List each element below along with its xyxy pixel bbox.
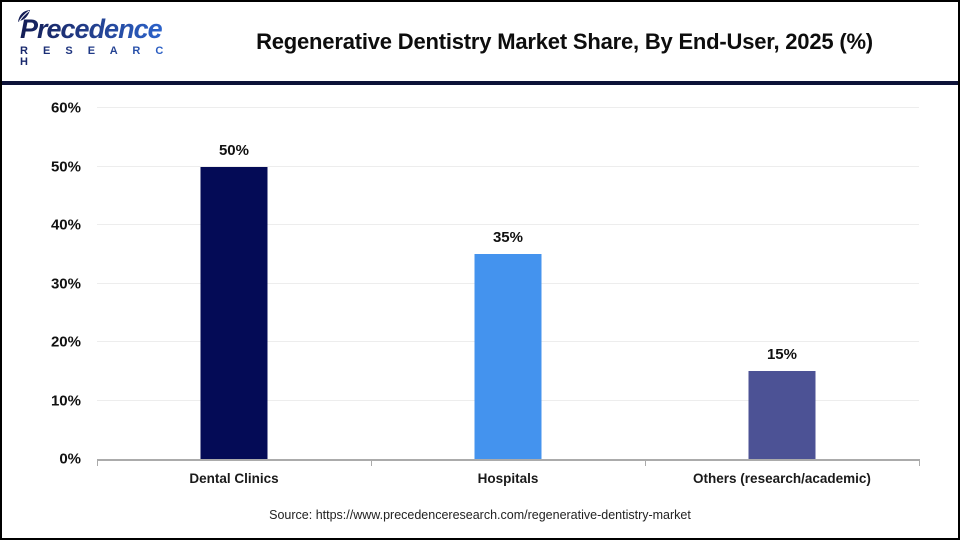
x-axis-tick (919, 459, 920, 466)
x-axis-tick (97, 459, 98, 466)
bar-2 (474, 254, 542, 459)
bar-value-label-2: 35% (492, 229, 523, 247)
x-axis-tick (644, 459, 646, 466)
bar-chart-plot-area: 0% 10% 20% 30% 40% 50% 60% 50% Dental Clinics 35%… (51, 100, 920, 487)
header: Precedence R E S E A R C H Regenerative … (2, 2, 958, 82)
bar-3 (748, 371, 816, 459)
gridline-60 (97, 107, 919, 108)
leaf-icon (17, 9, 31, 27)
y-axis-label-20: 20% (50, 333, 81, 351)
bar-slot-3: 15% Others (research/academic) (645, 108, 919, 486)
logo-sub-text: R E S E A R C H (20, 46, 185, 68)
x-axis-category-label-3: Others (research/academic) (693, 471, 871, 486)
header-divider (2, 81, 958, 85)
y-axis-label-60: 60% (50, 99, 81, 117)
bar-value-label-1: 50% (218, 141, 249, 159)
y-axis-label-50: 50% (50, 158, 81, 175)
y-axis-label-30: 30% (50, 275, 81, 292)
y-axis-label-40: 40% (50, 216, 81, 234)
bar-1 (200, 166, 268, 459)
precedence-research-logo: Precedence R E S E A R C H (18, 10, 185, 68)
x-axis-category-label-2: Hospitals (477, 471, 539, 486)
source-text: Source: https://www.precedenceresearch.c… (269, 508, 691, 522)
logo-brand-text: Precedence (20, 16, 185, 43)
gridline-40 (97, 224, 919, 225)
bar-slot-2: 35% Hospitals (371, 108, 645, 486)
y-axis-label-0: 0% (59, 450, 81, 468)
chart-title: Regenerative Dentistry Market Share, By … (256, 29, 873, 54)
bar-slot-1: 50% Dental Clinics (97, 108, 371, 487)
bar-value-label-3: 15% (766, 346, 797, 364)
gridline-50 (97, 165, 919, 167)
x-axis-category-label-1: Dental Clinics (189, 471, 279, 486)
y-axis-label-10: 10% (50, 392, 81, 409)
x-axis-tick (370, 459, 372, 466)
